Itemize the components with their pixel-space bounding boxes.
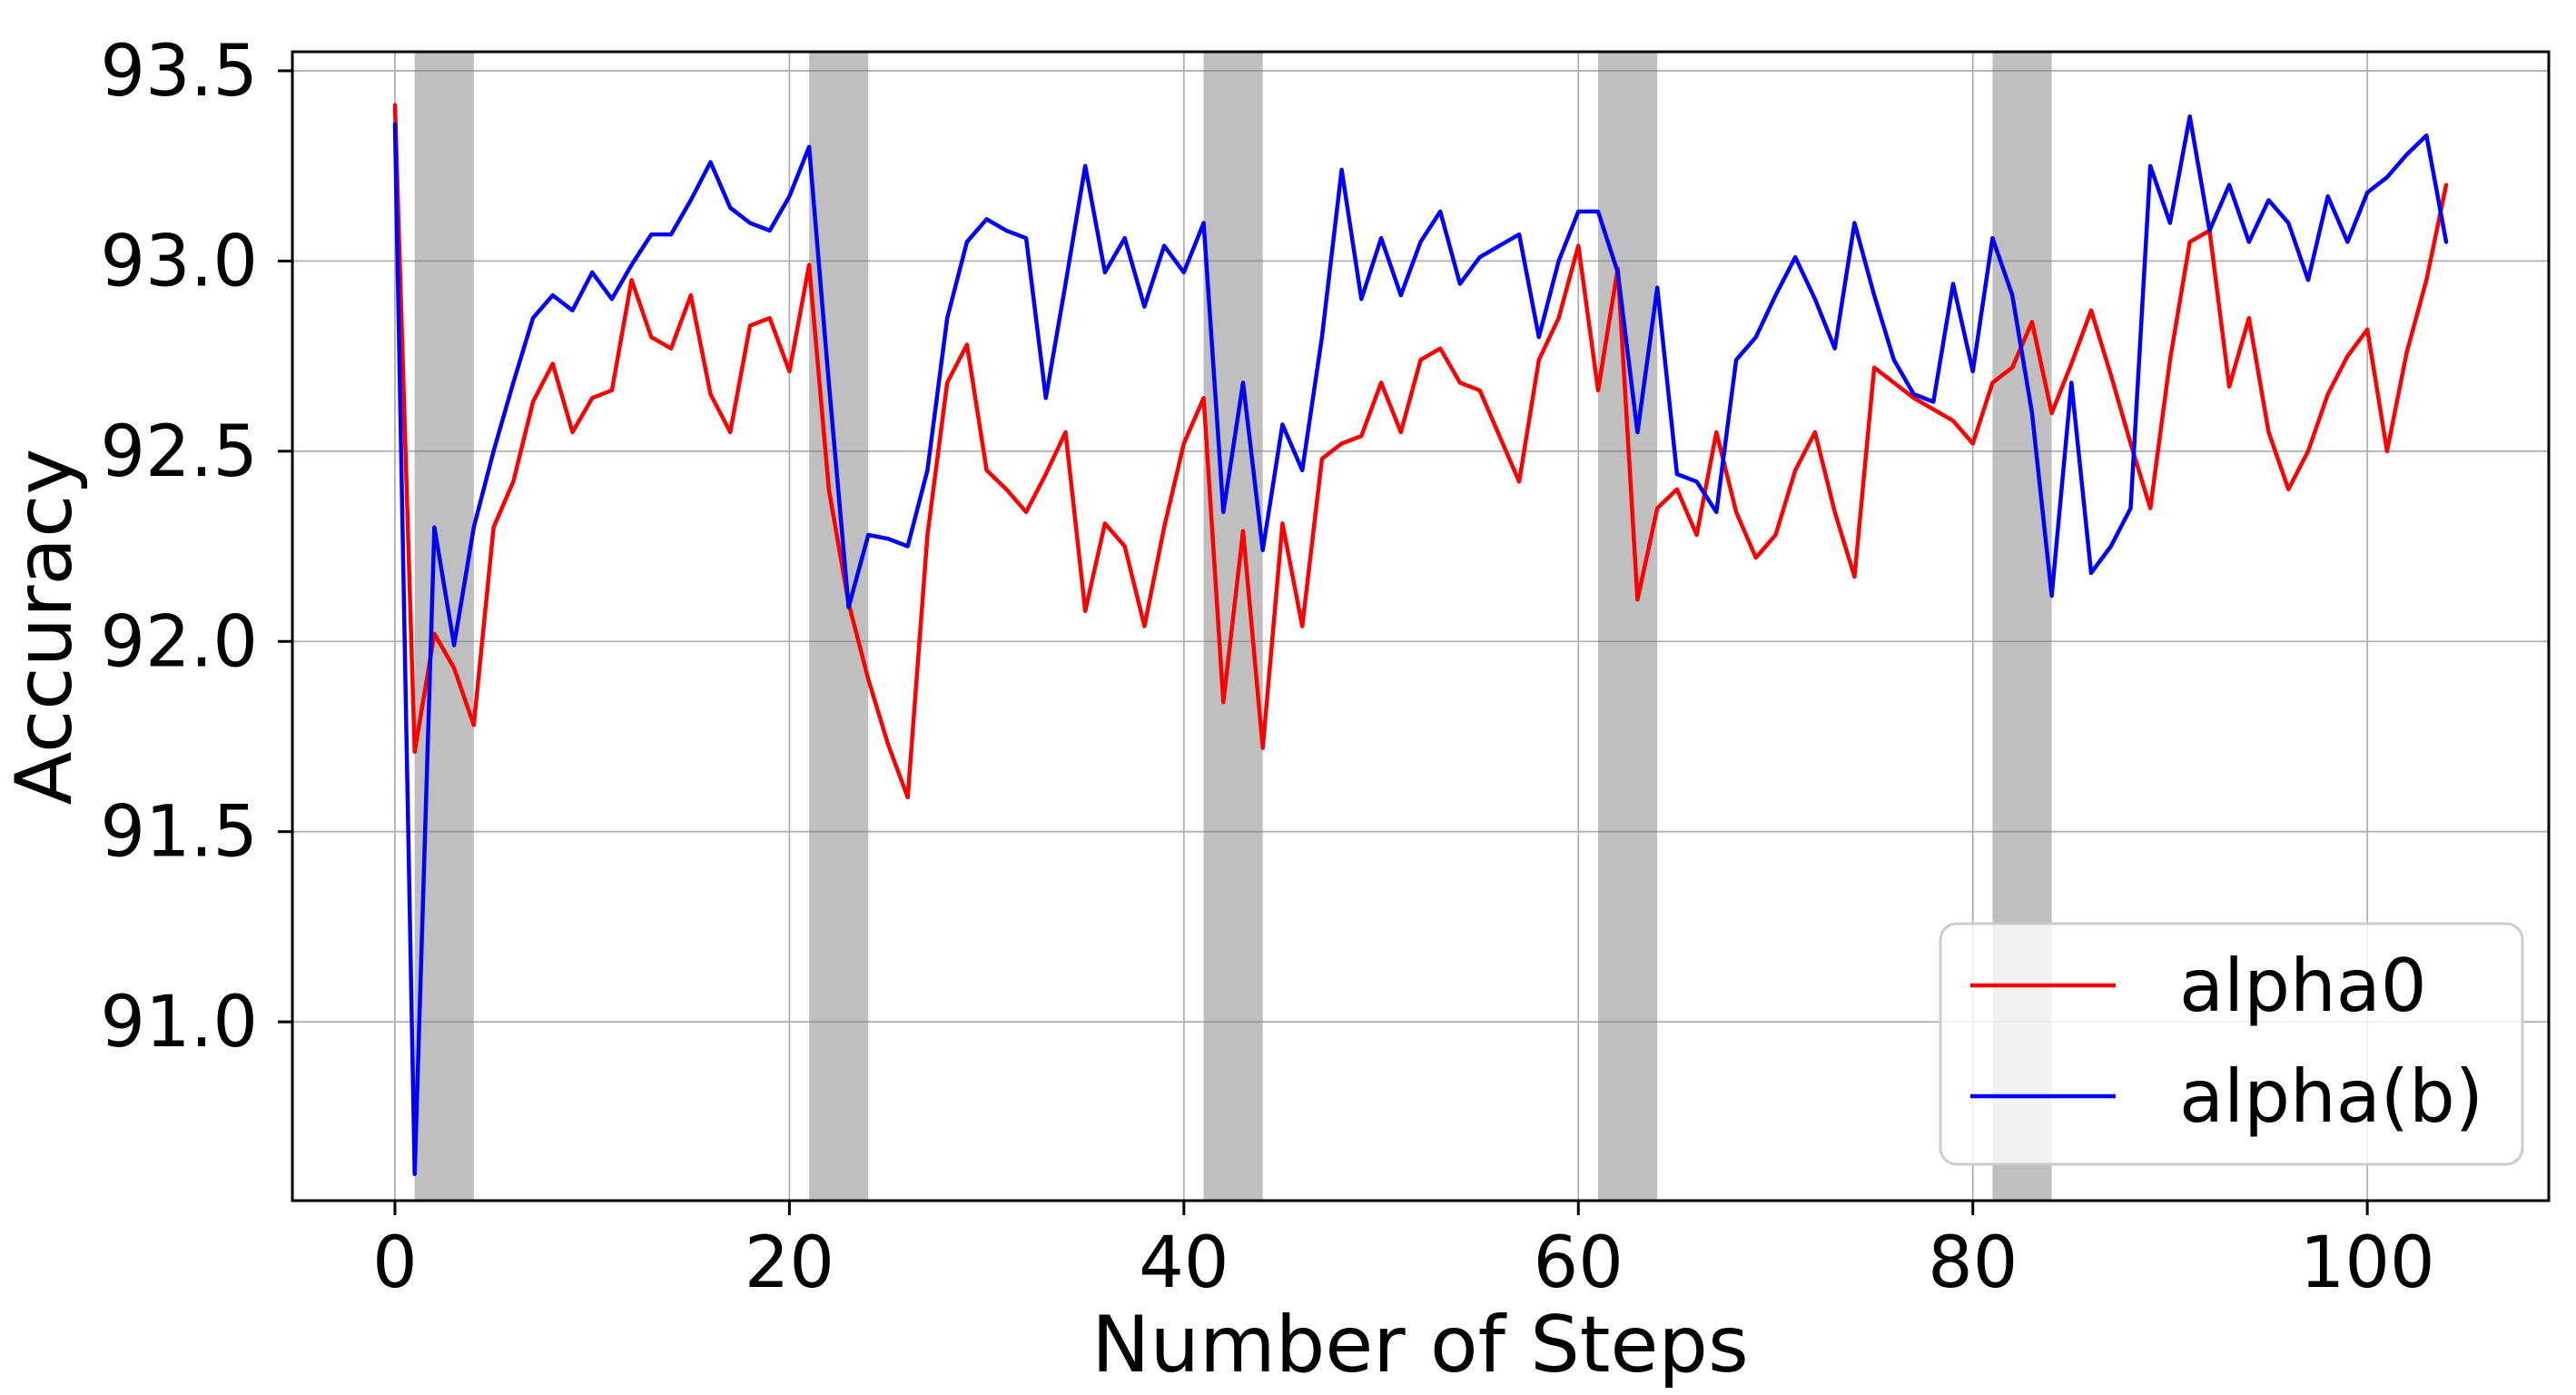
grid-lines [292, 52, 2549, 1201]
y-tick-label: 92.0 [100, 601, 258, 683]
shaded-band [414, 52, 474, 1201]
tick-labels: 0 20 40 60 80 100 91.0 91.5 92.0 92.5 93.0 93.5 [100, 31, 2434, 1304]
y-tick-label: 93.0 [100, 221, 258, 302]
y-tick-label: 91.0 [100, 982, 258, 1064]
series-line-alpha-b- [392, 114, 2449, 1176]
plot-border [291, 50, 2551, 1202]
legend: alpha0 alpha(b) [1939, 922, 2524, 1166]
x-axis-label: Number of Steps [1091, 1300, 1749, 1390]
y-axis-label: Accuracy [0, 449, 90, 806]
x-tick-label: 60 [1534, 1222, 1624, 1304]
data-series [392, 103, 2449, 1176]
y-tick-label: 92.5 [100, 411, 258, 493]
x-tick-label: 20 [745, 1222, 834, 1304]
x-tick-label: 0 [372, 1222, 418, 1304]
x-tick-label: 80 [1928, 1222, 2018, 1304]
legend-label-alpha0: alpha0 [2179, 944, 2427, 1028]
legend-label-alpha-b: alpha(b) [2179, 1054, 2483, 1139]
shaded-band [809, 52, 869, 1201]
shaded-bands [414, 52, 2052, 1201]
series-line-alpha0 [392, 103, 2449, 800]
x-tick-label: 100 [2300, 1222, 2435, 1304]
y-tick-label: 91.5 [100, 792, 258, 874]
shaded-band [1597, 52, 1658, 1201]
x-tick-label: 40 [1139, 1222, 1229, 1304]
y-tick-label: 93.5 [100, 31, 258, 113]
axes [278, 50, 2551, 1215]
